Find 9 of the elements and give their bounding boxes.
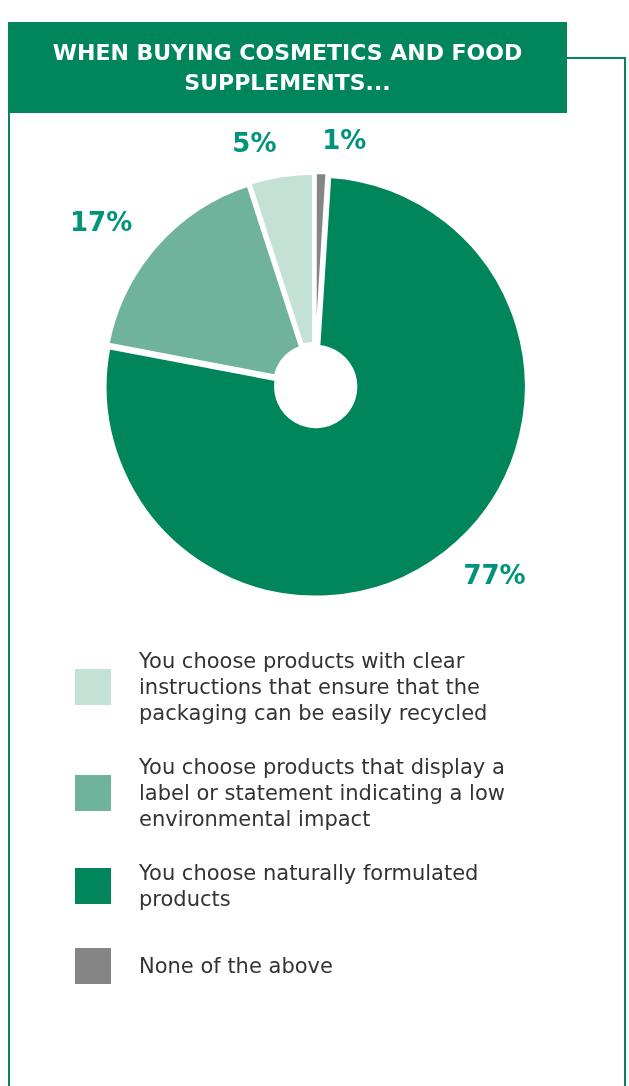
data-label: 77% [463,559,526,590]
data-label: 17% [69,207,133,238]
legend-label: You choose products that display a label or statement indicating a low environmental impact [139,754,506,832]
data-label: 1% [322,124,367,155]
legend-label: None of the above [139,953,333,979]
legend-label: You choose naturally formulated products [139,860,480,912]
data-label: 5% [232,127,277,158]
legend-label: You choose products with clear instructions that ensure that the packaging can be easily recycled [139,648,489,726]
chart-title: WHEN BUYING COSMETICS AND FOOD SUPPLEMENTS... [8,22,567,113]
